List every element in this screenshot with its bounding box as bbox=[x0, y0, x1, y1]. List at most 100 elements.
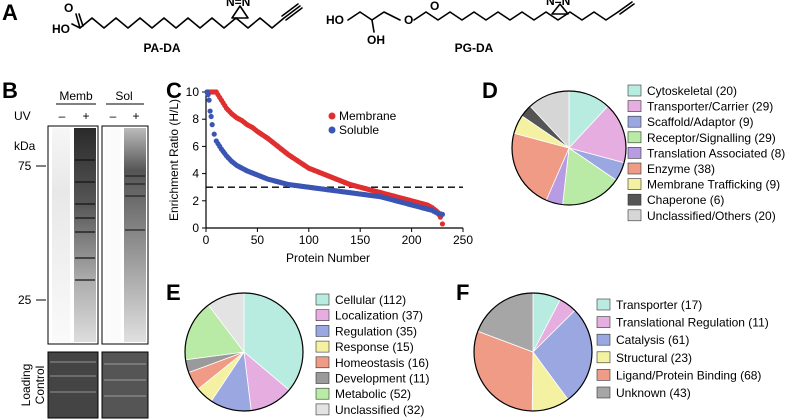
atom-ho-pg: HO bbox=[326, 13, 344, 27]
point-soluble bbox=[207, 108, 213, 114]
legend-swatch bbox=[627, 162, 642, 175]
chart-f-pie bbox=[473, 292, 593, 412]
panel-b-gel: B Memb Sol UV – + – + kDa 75 25 bbox=[2, 78, 149, 419]
structure-pa-da: HO O N=N PA-DA bbox=[52, 0, 303, 55]
legend-swatch bbox=[596, 351, 611, 364]
atom-oh-pg: OH bbox=[367, 33, 385, 47]
chart-e-pie bbox=[184, 292, 304, 412]
legend-swatch bbox=[627, 131, 642, 144]
x-tick-label: 150 bbox=[350, 233, 370, 247]
lane-group-sol: Sol bbox=[115, 89, 132, 103]
legend-entry: Ligand/Protein Binding (68) bbox=[616, 368, 761, 382]
legend-swatch bbox=[596, 316, 611, 328]
legend-swatch bbox=[627, 178, 642, 190]
kda-label: kDa bbox=[14, 139, 36, 153]
legend-swatch bbox=[596, 298, 611, 311]
panel-label-d: D bbox=[482, 78, 498, 103]
atom-diazirine-pg: N=N bbox=[546, 0, 570, 8]
y-tick-label: 10 bbox=[186, 85, 200, 99]
panel-label-c: C bbox=[166, 78, 182, 103]
legend-entry: Catalysis (61) bbox=[616, 333, 689, 347]
legend-entry: Enzyme (38) bbox=[647, 162, 715, 176]
point-soluble bbox=[211, 131, 217, 137]
x-tick-label: 0 bbox=[203, 233, 210, 247]
panel-label-e: E bbox=[166, 280, 181, 305]
point-soluble bbox=[439, 211, 446, 217]
legend-swatch bbox=[627, 147, 642, 159]
molecule-name-pg-da: PG-DA bbox=[455, 41, 494, 55]
atom-o: O bbox=[64, 1, 73, 15]
atom-o-ester: O bbox=[404, 13, 413, 27]
sol-uv-plus: + bbox=[132, 109, 139, 123]
memb-uv-plus: + bbox=[82, 109, 89, 123]
legend-entry: Homeostasis (16) bbox=[335, 356, 429, 370]
legend-entry: Transporter (17) bbox=[616, 298, 702, 312]
point-membrane bbox=[439, 221, 446, 227]
uv-label: UV bbox=[14, 109, 31, 123]
legend-swatch bbox=[315, 387, 330, 400]
y-tick-label: 2 bbox=[192, 194, 199, 208]
molecule-name-pa-da: PA-DA bbox=[143, 41, 180, 55]
loading-control-label-1: Loading bbox=[19, 364, 33, 407]
legend-swatch bbox=[627, 209, 642, 222]
legend-entry: Cytoskeletal (20) bbox=[647, 84, 737, 98]
legend-entry: Scaffold/Adaptor (9) bbox=[647, 115, 754, 129]
lane-memb-minus bbox=[52, 128, 70, 342]
pie-outline bbox=[473, 292, 593, 412]
panel-label-b: B bbox=[2, 78, 18, 103]
chart-c-axes: 0 50 100 150 200 250 0 2 4 6 8 10 bbox=[186, 85, 474, 247]
chart-d-legend: Cytoskeletal (20) Transporter/Carrier (29… bbox=[627, 84, 785, 223]
chart-c-ylabel: Enrichment Ratio (H/L) bbox=[167, 99, 181, 221]
legend-entry: Development (11) bbox=[335, 372, 430, 386]
legend-entry: Transporter/Carrier (29) bbox=[647, 100, 773, 114]
point-soluble bbox=[206, 97, 212, 103]
marker-75: 75 bbox=[18, 159, 32, 173]
legend-swatch bbox=[627, 115, 642, 128]
legend-swatch bbox=[596, 386, 611, 399]
pie-outline bbox=[511, 90, 627, 206]
x-tick-label: 50 bbox=[251, 233, 265, 247]
panel-d-chart: D Cytoskeletal (20) Transporter/Carrier (… bbox=[482, 78, 785, 223]
panel-e-chart: E Cellular (112) Localization (37)Regulat… bbox=[166, 280, 430, 417]
chart-c-xlabel: Protein Number bbox=[286, 251, 370, 265]
legend-swatch bbox=[627, 100, 642, 112]
legend-entry: Unknown (43) bbox=[616, 386, 691, 400]
legend-swatch bbox=[596, 333, 611, 346]
x-tick-label: 100 bbox=[299, 233, 319, 247]
x-tick-label: 200 bbox=[402, 233, 422, 247]
chart-d-pie bbox=[511, 90, 627, 206]
legend-entry: Metabolic (52) bbox=[335, 387, 411, 401]
y-tick-label: 6 bbox=[192, 139, 199, 153]
legend-entry: Translational Regulation (11) bbox=[616, 316, 769, 330]
y-tick-label: 0 bbox=[192, 221, 199, 235]
x-tick-label: 250 bbox=[453, 233, 473, 247]
legend-entry: Regulation (35) bbox=[335, 324, 417, 338]
legend-soluble: Soluble bbox=[339, 123, 379, 137]
legend-entry: Cellular (112) bbox=[335, 293, 406, 307]
legend-swatch-soluble bbox=[328, 126, 336, 134]
chart-e-legend: Cellular (112) Localization (37)Regulatio… bbox=[315, 293, 430, 417]
legend-swatch bbox=[596, 369, 611, 381]
panel-label-a: A bbox=[2, 0, 18, 25]
legend-swatch bbox=[315, 309, 330, 322]
legend-entry: Localization (37) bbox=[335, 309, 423, 323]
legend-swatch bbox=[315, 372, 330, 384]
memb-uv-minus: – bbox=[59, 109, 66, 123]
chart-f-legend: Transporter (17) Translational Regulation… bbox=[596, 298, 769, 400]
legend-entry: Unclassified (32) bbox=[335, 403, 424, 417]
y-tick-label: 4 bbox=[192, 167, 199, 181]
legend-entry: Structural (23) bbox=[616, 351, 692, 365]
lane-sol-minus bbox=[105, 128, 121, 342]
chart-c-points bbox=[204, 89, 446, 227]
loading-control-memb bbox=[47, 351, 99, 419]
lane-sol-plus bbox=[124, 128, 146, 342]
marker-25: 25 bbox=[18, 293, 32, 307]
legend-entry: Response (15) bbox=[335, 340, 414, 354]
atom-o-carbonyl: O bbox=[430, 0, 439, 13]
atom-ho: HO bbox=[52, 22, 70, 36]
sol-uv-minus: – bbox=[110, 109, 117, 123]
panel-label-f: F bbox=[456, 280, 469, 305]
legend-entry: Unclassified/Others (20) bbox=[647, 209, 776, 223]
pie-outline bbox=[184, 292, 304, 412]
